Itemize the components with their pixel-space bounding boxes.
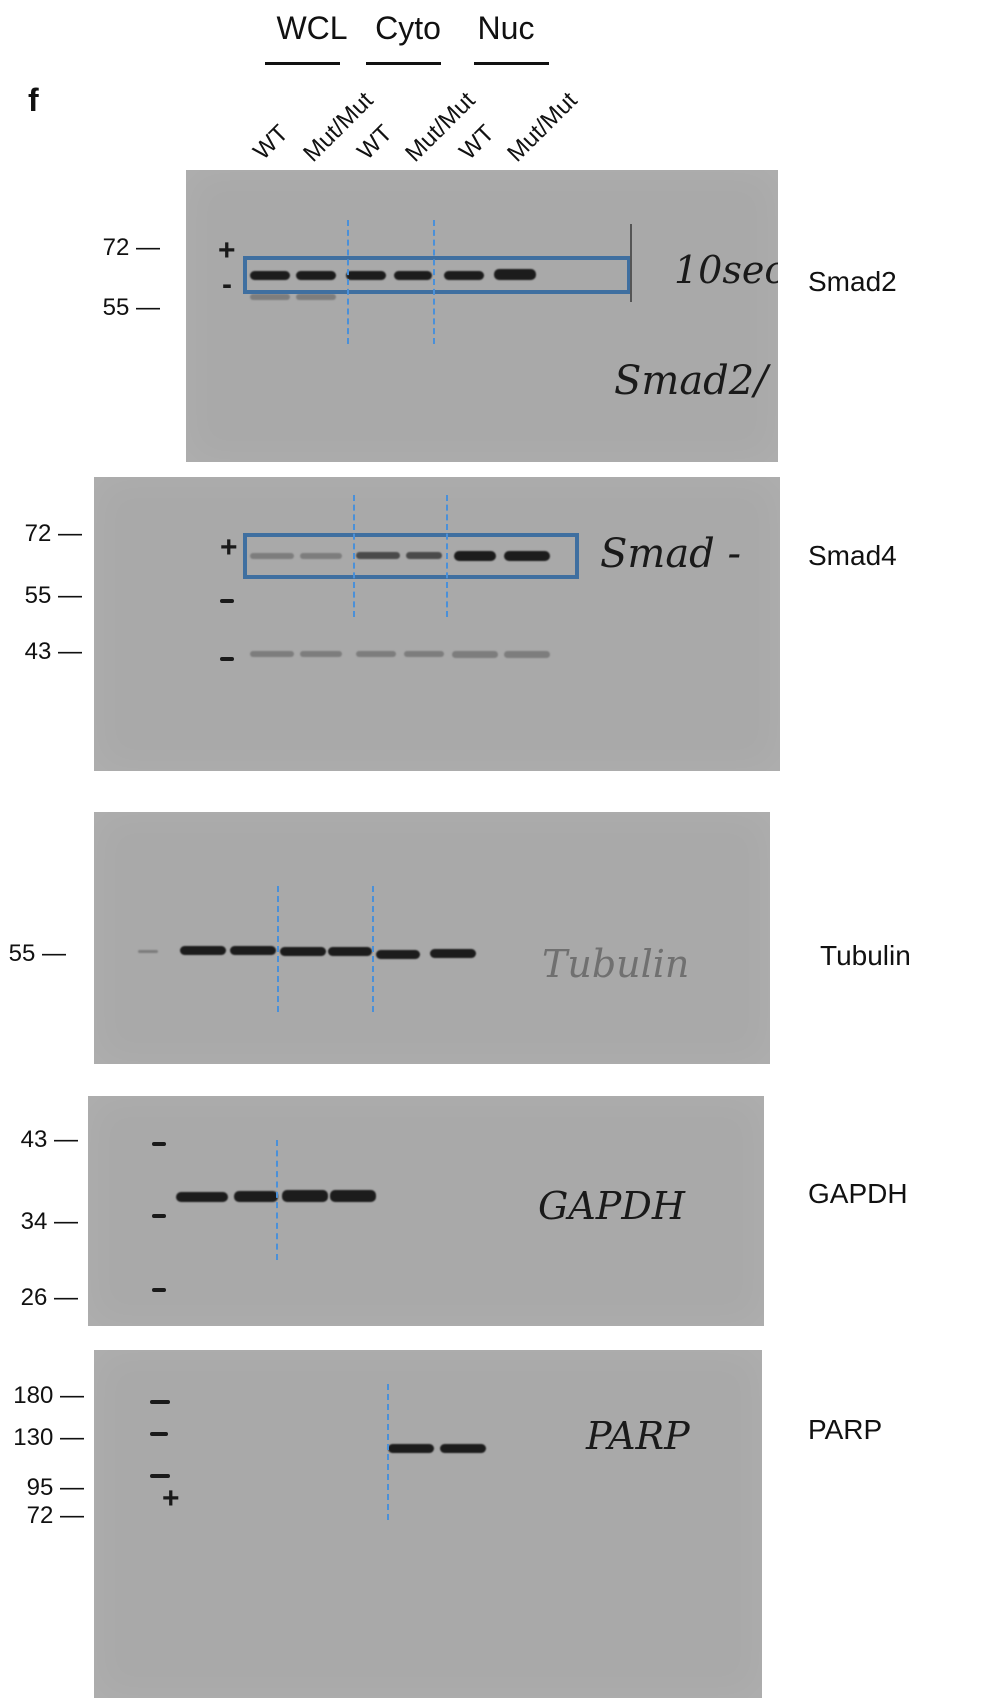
ladder-tick <box>220 657 234 661</box>
ladder-tick <box>152 1288 166 1292</box>
band <box>330 1190 376 1202</box>
band <box>406 552 442 559</box>
band <box>138 950 158 953</box>
band <box>394 271 432 280</box>
ladder-plus-mark: + <box>218 234 236 267</box>
band <box>356 552 400 559</box>
blot-gapdh: GAPDH <box>88 1096 764 1326</box>
highlight-box <box>243 256 631 294</box>
group-line-cyto <box>366 62 441 65</box>
mw-marker: 130 — <box>13 1424 84 1451</box>
band <box>234 1191 278 1202</box>
ladder-tick <box>152 1214 166 1218</box>
ladder-tick <box>152 1142 166 1146</box>
ladder-plus-mark: + <box>220 531 238 564</box>
handwritten-note: GAPDH <box>538 1184 685 1228</box>
protein-label-tubulin: Tubulin <box>820 940 911 971</box>
band <box>282 1190 328 1202</box>
dashed-separator <box>387 1384 389 1520</box>
mw-marker: 180 — <box>13 1382 84 1409</box>
dashed-separator <box>446 495 448 617</box>
group-label-nuc: Nuc <box>477 10 535 46</box>
protein-label-smad4: Smad4 <box>808 540 897 571</box>
dashed-separator <box>276 1140 278 1260</box>
mw-marker: 55 — <box>8 940 66 967</box>
band <box>328 947 372 956</box>
mw-marker: 72 — <box>24 520 82 547</box>
band <box>250 651 294 657</box>
ladder-tick <box>150 1432 168 1436</box>
band <box>250 553 294 559</box>
band <box>250 271 290 280</box>
group-label-cyto: Cyto <box>375 10 441 46</box>
mw-marker: 95 — <box>26 1474 84 1501</box>
band <box>494 269 536 280</box>
band <box>300 553 342 559</box>
blot-tubulin: Tubulin <box>94 812 770 1064</box>
dashed-separator <box>347 220 349 344</box>
band <box>300 651 342 657</box>
band <box>504 651 550 658</box>
dashed-separator <box>372 886 374 1012</box>
ladder-plus-mark: + <box>162 1482 180 1515</box>
dashed-separator <box>353 495 355 617</box>
blot-smad2: + - 10sec Smad2/ <box>186 170 778 462</box>
mw-marker: 55 — <box>24 582 82 609</box>
ladder-tick <box>220 599 234 603</box>
band <box>504 551 550 561</box>
band <box>430 949 476 958</box>
band <box>250 294 290 300</box>
band <box>180 946 226 955</box>
dashed-separator <box>433 220 435 344</box>
mw-marker: 72 — <box>102 234 160 261</box>
mw-marker: 34 — <box>20 1208 78 1235</box>
handwritten-note: Smad2/ <box>614 358 768 404</box>
band <box>454 551 496 561</box>
mw-marker: 72 — <box>26 1502 84 1529</box>
protein-label-gapdh: GAPDH <box>808 1178 908 1209</box>
band <box>356 651 396 657</box>
band <box>440 1444 486 1453</box>
ladder-tick <box>150 1474 170 1478</box>
lane-label: Mut/Mut <box>502 86 583 168</box>
band <box>296 271 336 280</box>
blot-smad4: + Smad - <box>94 477 780 771</box>
lane-label: WT <box>248 119 294 166</box>
ladder-tick <box>150 1400 170 1404</box>
band <box>452 651 498 658</box>
pen-mark <box>630 224 632 302</box>
band <box>280 947 326 956</box>
ladder-minus-mark: - <box>222 268 232 301</box>
band <box>346 271 386 280</box>
mw-marker: 26 — <box>20 1284 78 1311</box>
group-line-nuc <box>474 62 549 65</box>
highlight-box <box>243 533 579 579</box>
handwritten-note: 10sec <box>674 248 778 292</box>
handwritten-note: PARP <box>586 1414 690 1458</box>
band <box>404 651 444 657</box>
band <box>296 294 336 300</box>
panel-letter: f <box>28 82 39 118</box>
dashed-separator <box>277 886 279 1012</box>
group-line-wcl <box>265 62 340 65</box>
mw-marker: 43 — <box>20 1126 78 1153</box>
blot-parp: + PARP <box>94 1350 762 1698</box>
band <box>388 1444 434 1453</box>
band <box>230 946 276 955</box>
protein-label-smad2: Smad2 <box>808 266 897 297</box>
group-label-wcl: WCL <box>276 10 348 46</box>
handwritten-note: Smad - <box>600 531 742 577</box>
band <box>444 271 484 280</box>
handwritten-note: Tubulin <box>542 942 690 986</box>
protein-label-parp: PARP <box>808 1414 883 1445</box>
mw-marker: 55 — <box>102 294 160 321</box>
mw-marker: 43 — <box>24 638 82 665</box>
band <box>376 950 420 959</box>
band <box>176 1192 228 1202</box>
